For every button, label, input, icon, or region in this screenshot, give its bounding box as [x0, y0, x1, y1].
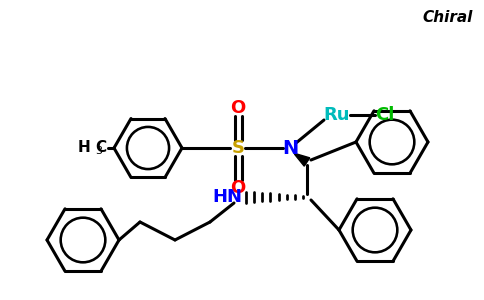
- Text: N: N: [282, 139, 298, 158]
- Text: Cl: Cl: [375, 106, 394, 124]
- Text: O: O: [230, 179, 245, 197]
- Text: S: S: [231, 139, 244, 157]
- Text: H: H: [77, 140, 90, 155]
- Text: Ru: Ru: [324, 106, 350, 124]
- Text: C: C: [95, 140, 106, 155]
- Polygon shape: [295, 154, 310, 166]
- Text: HN: HN: [212, 188, 242, 206]
- Text: 3: 3: [95, 146, 103, 156]
- Text: O: O: [230, 99, 245, 117]
- Text: Chiral: Chiral: [423, 11, 473, 26]
